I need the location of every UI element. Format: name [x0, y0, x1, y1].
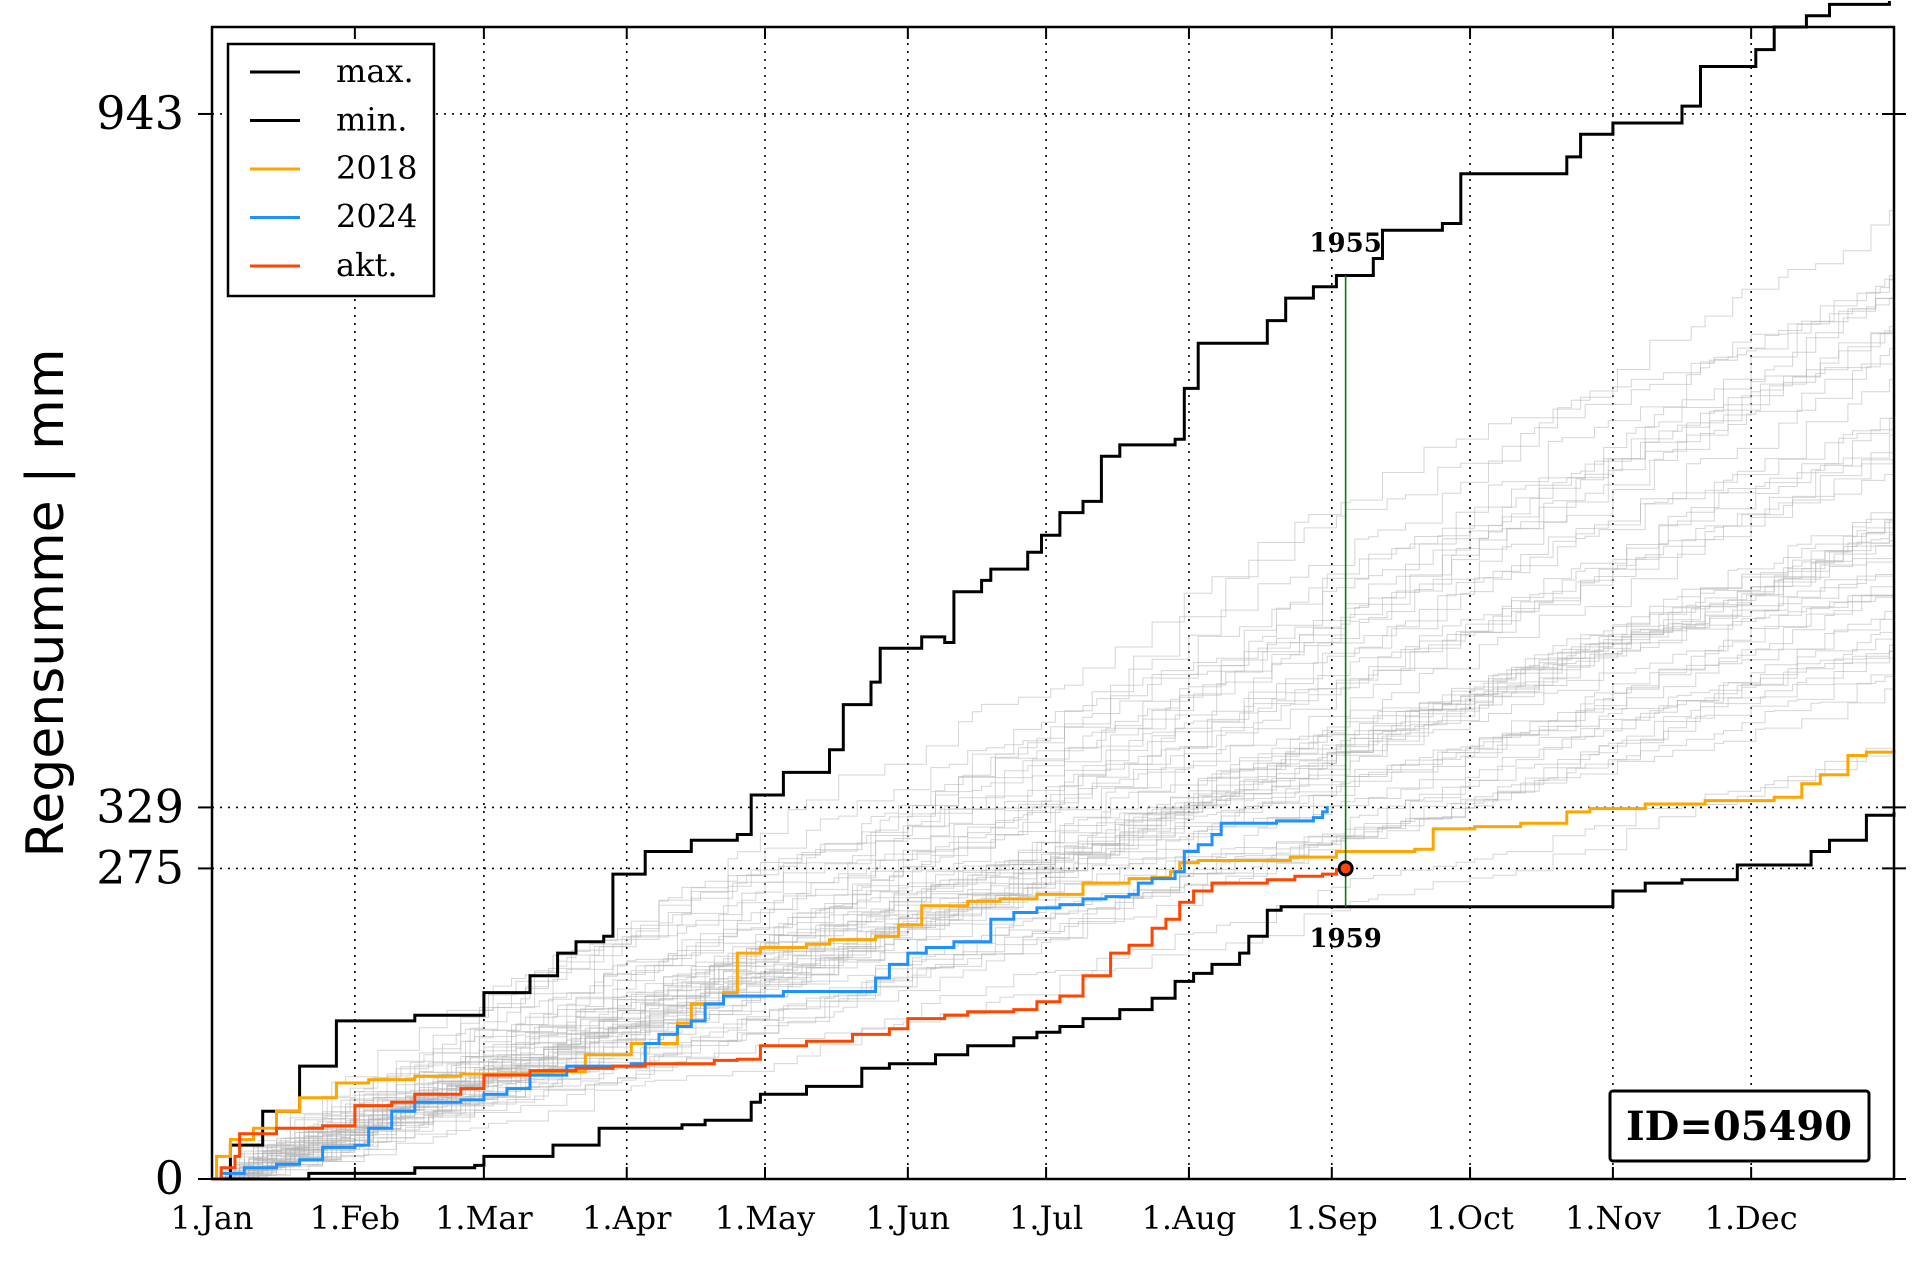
series-line-2018 [212, 749, 1896, 1181]
x-tick-label: 1.Jul [1009, 1199, 1083, 1237]
background-year-line [212, 294, 1895, 1180]
x-tick-label: 1.Oct [1426, 1199, 1514, 1237]
x-tick-label: 1.Mar [435, 1199, 533, 1237]
background-year-line [212, 516, 1895, 1180]
series-line-akt [212, 868, 1348, 1181]
y-tick-label: 943 [96, 86, 184, 140]
background-year-line [212, 346, 1895, 1180]
background-year-line [212, 571, 1895, 1180]
x-tick-label: 1.Nov [1565, 1199, 1661, 1237]
background-year-line [212, 522, 1895, 1180]
series-lines [212, 1, 1896, 1181]
x-tick-label: 1.Aug [1142, 1199, 1237, 1237]
background-year-line [212, 327, 1895, 1180]
y-tick-label: 275 [96, 840, 184, 894]
plot-frame [210, 25, 1896, 1181]
background-year-line [212, 628, 1895, 1180]
id-box-frame [1608, 1089, 1871, 1163]
x-tick-label: 1.Dec [1705, 1199, 1798, 1237]
y-tick-label: 0 [155, 1151, 184, 1205]
x-tick-label: 1.Sep [1286, 1199, 1378, 1237]
background-year-line [212, 454, 1895, 1180]
x-tick-label: 1.May [715, 1199, 815, 1237]
current-value-marker [1337, 860, 1354, 877]
background-year-line [212, 376, 1895, 1180]
background-year-line [212, 271, 1895, 1180]
background-year-line [212, 652, 1895, 1180]
series-line-max [212, 1, 1891, 1181]
background-year-line [212, 409, 1895, 1180]
id-box: ID=05490 [1608, 1089, 1871, 1163]
x-tick-label: 1.Feb [310, 1199, 400, 1237]
background-years-lines [212, 207, 1895, 1180]
legend-label: 2024 [336, 198, 417, 236]
background-year-line [212, 323, 1895, 1180]
background-year-line [212, 520, 1895, 1180]
x-tick-label: 1.Jun [866, 1199, 951, 1237]
legend-label: akt. [336, 246, 398, 284]
legend: max. min. 2018 2024 akt. [226, 42, 436, 298]
background-year-line [212, 345, 1895, 1180]
background-year-line [212, 417, 1895, 1180]
background-year-line [212, 665, 1895, 1180]
background-year-line [212, 278, 1895, 1180]
background-year-line [212, 314, 1895, 1180]
background-year-line [212, 293, 1895, 1180]
legend-box [226, 42, 436, 298]
background-year-line [212, 550, 1895, 1180]
legend-label: max. [336, 52, 414, 90]
year-annotation: 1955 [1309, 228, 1381, 258]
y-tick-labels: 0 275 329 943 [96, 86, 184, 1205]
axis-ticks [198, 27, 1906, 1180]
horizontal-reference-lines [212, 113, 1894, 870]
background-year-line [212, 686, 1895, 1180]
x-tick-label: 1.Apr [582, 1199, 672, 1237]
background-year-line [212, 471, 1895, 1180]
annotations: 1955 1959 [1309, 228, 1381, 953]
series-line-2024 [212, 806, 1329, 1181]
background-year-line [212, 326, 1895, 1180]
background-year-line [212, 444, 1895, 1180]
y-axis-label: Regensumme | mm [16, 349, 76, 858]
background-year-line [212, 518, 1895, 1180]
background-year-line [212, 503, 1895, 1180]
background-year-line [212, 433, 1895, 1180]
background-year-line [212, 294, 1895, 1180]
grid-lines [354, 27, 1752, 1179]
year-annotation: 1959 [1309, 924, 1381, 954]
id-box-label: ID=05490 [1626, 1103, 1852, 1150]
legend-label: 2018 [336, 149, 417, 187]
background-year-line [212, 743, 1895, 1180]
background-year-line [212, 501, 1895, 1180]
x-tick-labels: 1.Jan 1.Feb 1.Mar 1.Apr 1.May 1.Jun 1.Jul 1.Aug… [170, 1199, 1797, 1237]
legend-label: min. [336, 101, 407, 139]
x-tick-label: 1.Jan [170, 1199, 253, 1237]
vertical-marker-line [1337, 275, 1354, 907]
series-line-min [212, 811, 1896, 1181]
y-tick-label: 329 [96, 779, 184, 833]
background-year-line [212, 417, 1895, 1180]
